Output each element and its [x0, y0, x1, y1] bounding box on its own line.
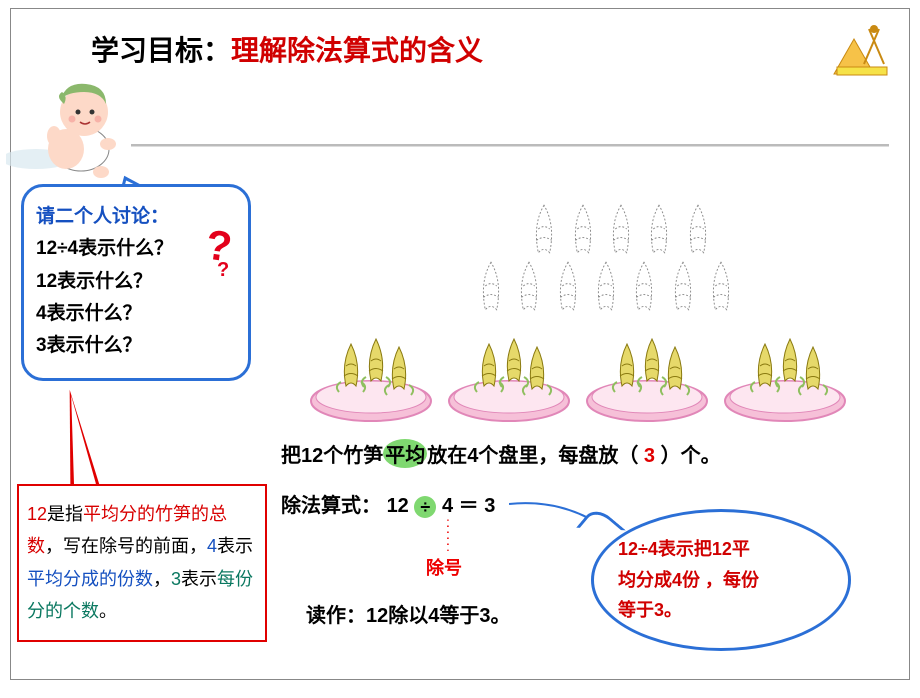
bamboo-shoot-icon	[640, 199, 678, 259]
division-sign-icon: ÷	[414, 496, 436, 518]
rb-12: 12	[27, 504, 47, 524]
bubble2-line3: 等于3。	[618, 595, 824, 626]
chuhao-label: 除号	[426, 554, 462, 580]
rb-text: 表示	[181, 569, 217, 589]
bubble1-q2: 12表示什么？	[36, 266, 236, 298]
explanation-box: 12是指平均分的竹笋的总数，写在除号的前面，4表示平均分成的份数，3表示每份分的…	[17, 484, 267, 642]
text: 放在	[427, 445, 467, 467]
discussion-bubble: 请二个人讨论： 12÷4表示什么？ 12表示什么？ 4表示什么？ 3表示什么？	[21, 184, 251, 381]
rb-text: ，写在除号的前面，	[45, 536, 207, 556]
quotient: 3	[484, 495, 495, 517]
text: 个竹笋	[323, 445, 383, 467]
problem-sentence: 把12个竹笋平均放在4个盘里，每盘放（ 3 ）个。	[281, 439, 721, 468]
dotted-arrow-icon: :::::	[446, 519, 450, 549]
bamboo-shoot-icon	[625, 256, 663, 316]
rb-4: 4	[207, 536, 217, 556]
bamboo-shoot-icon	[525, 199, 563, 259]
bamboo-shoots-group	[331, 199, 851, 349]
rb-text: 表示	[217, 536, 253, 556]
number-4: 4	[467, 445, 478, 467]
shoot-row-2	[361, 256, 851, 321]
question-mark-small-icon: ?	[217, 259, 229, 282]
reading-row: 读作：12除以4等于3。	[306, 599, 511, 628]
header-label: 学习目标：	[91, 35, 231, 66]
bubble1-prompt: 请二个人讨论：	[36, 201, 236, 233]
header-divider	[131, 144, 889, 147]
formula-label: 除法算式：	[281, 495, 381, 517]
bamboo-shoot-icon	[549, 256, 587, 316]
rb-text: 。	[99, 601, 117, 621]
slide: 学习目标：理解除法算式的含义 请二个人讨论：	[10, 8, 910, 680]
dividend: 12	[387, 495, 409, 517]
bamboo-shoot-icon	[664, 256, 702, 316]
bubble2-line1: 12÷4表示把12平	[618, 534, 824, 565]
text: ）个。	[661, 445, 721, 467]
text: 个盘里，每盘放（	[478, 445, 638, 467]
plates-group	[306, 329, 866, 424]
bamboo-shoot-icon	[472, 256, 510, 316]
geometry-tools-icon	[829, 19, 899, 79]
learning-goal-header: 学习目标：理解除法算式的含义	[91, 29, 483, 69]
meaning-bubble: 12÷4表示把12平 均分成4份 ，每份 等于3。	[591, 509, 851, 651]
reading-label: 读作：	[306, 605, 366, 627]
plate-icon	[444, 329, 574, 424]
bubble2-line2: 均分成4份 ，每份	[618, 565, 824, 596]
reading-text: 12除以4等于3。	[366, 605, 511, 627]
redbox-tail	[62, 388, 101, 490]
plate-icon	[582, 329, 712, 424]
bubble1-q3: 4表示什么？	[36, 298, 236, 330]
plate-icon	[306, 329, 436, 424]
rb-text: ，	[153, 569, 171, 589]
text: 把	[281, 445, 301, 467]
bamboo-shoot-icon	[587, 256, 625, 316]
plate-icon	[720, 329, 850, 424]
bamboo-shoot-icon	[702, 256, 740, 316]
bamboo-shoot-icon	[564, 199, 602, 259]
number-12: 12	[301, 445, 323, 467]
bamboo-shoot-icon	[679, 199, 717, 259]
bamboo-shoot-icon	[510, 256, 548, 316]
answer-3: 3	[638, 445, 660, 467]
bamboo-shoot-icon	[602, 199, 640, 259]
rb-text: 是指	[47, 504, 83, 524]
header-goal: 理解除法算式的含义	[231, 35, 483, 66]
bubble1-q4: 3表示什么？	[36, 330, 236, 362]
shoot-row-1	[391, 199, 851, 264]
rb-3: 3	[171, 569, 181, 589]
equals: ＝	[459, 495, 479, 517]
division-formula: 除法算式： 12 ÷ 4 ＝ 3	[281, 489, 495, 518]
rb-parts-meaning: 平均分成的份数	[27, 569, 153, 589]
average-highlight: 平均	[383, 439, 427, 468]
